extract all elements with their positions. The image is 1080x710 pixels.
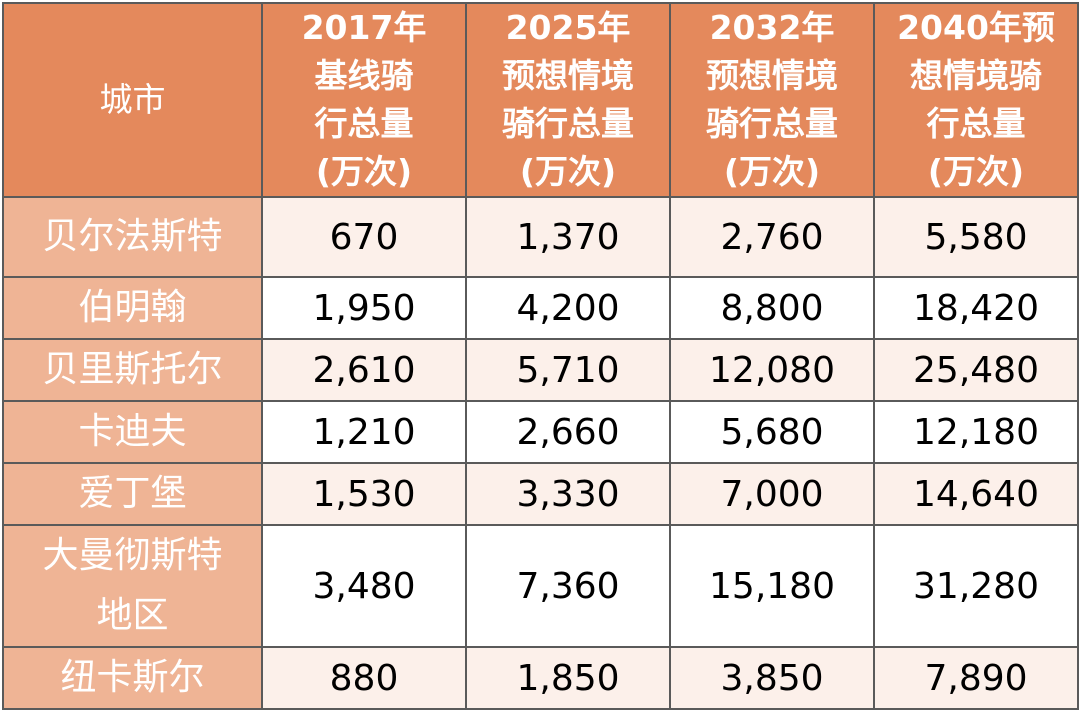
column-header-line: 骑行总量 xyxy=(502,104,634,143)
city-name: 贝里斯托尔 xyxy=(42,349,223,390)
city-name: 纽卡斯尔 xyxy=(60,657,205,698)
value-cell: 7,000 xyxy=(669,462,875,526)
city-cell: 贝尔法斯特 xyxy=(2,196,263,278)
value-cell: 15,180 xyxy=(669,524,875,648)
column-header-2: 2025年预想情境骑行总量 (万次) xyxy=(465,2,671,198)
city-name: 大曼彻斯特 xyxy=(42,535,223,576)
value-cell: 3,480 xyxy=(261,524,467,648)
column-header-line: 预想情境 xyxy=(706,56,838,95)
column-header-4: 2040年预 想情境骑行总量 (万次) xyxy=(873,2,1079,198)
city-name: 爱丁堡 xyxy=(78,473,187,514)
table-row: 伯明翰 1,950 4,200 8,800 18,420 xyxy=(2,276,1079,340)
column-header-line: 2025年 xyxy=(505,8,631,47)
value-cell: 7,890 xyxy=(873,646,1079,710)
value-cell: 2,610 xyxy=(261,338,467,402)
value-cell: 25,480 xyxy=(873,338,1079,402)
value-cell: 12,180 xyxy=(873,400,1079,464)
column-header-line: (万次) xyxy=(723,152,821,191)
city-name: 贝尔法斯特 xyxy=(42,216,223,257)
value-cell: 7,360 xyxy=(465,524,671,648)
table-row: 卡迪夫 1,210 2,660 5,680 12,180 xyxy=(2,400,1079,464)
column-header-line: 2040年预 xyxy=(897,8,1055,47)
value-cell: 5,710 xyxy=(465,338,671,402)
value-cell: 14,640 xyxy=(873,462,1079,526)
table-row: 贝尔法斯特 670 1,370 2,760 5,580 xyxy=(2,196,1079,278)
header-row: 城市 2017年 基线骑 行总量 (万次) 2025年 预想情境 骑行总量 (万次) 2032年预… xyxy=(2,2,1079,198)
column-header-line: (万次) xyxy=(315,152,413,191)
column-header-3: 2032年预想情境骑行总量 (万次) xyxy=(669,2,875,198)
column-header-line: (万次) xyxy=(927,152,1025,191)
value-cell: 4,200 xyxy=(465,276,671,340)
city-name: 卡迪夫 xyxy=(78,411,187,452)
value-cell: 1,850 xyxy=(465,646,671,710)
value-cell: 31,280 xyxy=(873,524,1079,648)
column-header-line: 骑行总量 xyxy=(706,104,838,143)
column-header-line: 城市 xyxy=(99,80,166,119)
city-cell: 纽卡斯尔 xyxy=(2,646,263,710)
value-cell: 2,660 xyxy=(465,400,671,464)
value-cell: 1,950 xyxy=(261,276,467,340)
column-header-line: 预想情境 xyxy=(502,56,634,95)
value-cell: 12,080 xyxy=(669,338,875,402)
table-body: 贝尔法斯特 670 1,370 2,760 5,580 伯明翰 1,950 4,200 8,80… xyxy=(2,196,1079,710)
table-row: 爱丁堡 1,530 3,330 7,000 14,640 xyxy=(2,462,1079,526)
city-cell: 爱丁堡 xyxy=(2,462,263,526)
city-cell: 卡迪夫 xyxy=(2,400,263,464)
table-row: 贝里斯托尔 2,610 5,710 12,080 25,480 xyxy=(2,338,1079,402)
column-header-line: 2032年 xyxy=(709,8,835,47)
column-header-1: 2017年基线骑行总量 (万次) xyxy=(261,2,467,198)
city-name: 伯明翰 xyxy=(78,287,187,328)
value-cell: 670 xyxy=(261,196,467,278)
column-header-line: 行总量 xyxy=(926,104,1026,143)
column-header-0: 城市 xyxy=(2,2,263,198)
value-cell: 1,210 xyxy=(261,400,467,464)
column-header-line: (万次) xyxy=(519,152,617,191)
value-cell: 2,760 xyxy=(669,196,875,278)
value-cell: 5,680 xyxy=(669,400,875,464)
value-cell: 1,530 xyxy=(261,462,467,526)
city-cell: 大曼彻斯特 地区 xyxy=(2,524,263,648)
column-header-line: 想情境骑 xyxy=(910,56,1042,95)
value-cell: 8,800 xyxy=(669,276,875,340)
value-cell: 1,370 xyxy=(465,196,671,278)
table-row: 纽卡斯尔 880 1,850 3,850 7,890 xyxy=(2,646,1079,710)
city-name: 地区 xyxy=(96,595,169,636)
column-header-line: 行总量 xyxy=(314,104,414,143)
table-row: 大曼彻斯特 地区 3,480 7,360 15,180 31,280 xyxy=(2,524,1079,648)
value-cell: 5,580 xyxy=(873,196,1079,278)
value-cell: 3,330 xyxy=(465,462,671,526)
column-header-line: 基线骑 xyxy=(314,56,414,95)
column-header-line: 2017年 xyxy=(301,8,427,47)
value-cell: 18,420 xyxy=(873,276,1079,340)
city-cell: 贝里斯托尔 xyxy=(2,338,263,402)
value-cell: 3,850 xyxy=(669,646,875,710)
city-cell: 伯明翰 xyxy=(2,276,263,340)
value-cell: 880 xyxy=(261,646,467,710)
